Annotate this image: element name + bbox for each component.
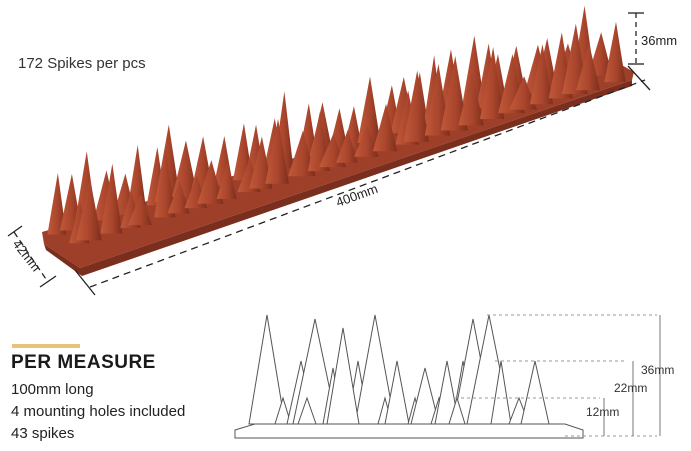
spike-cone [458, 72, 484, 126]
spike-cones [47, 5, 626, 244]
spike-cone [509, 76, 537, 110]
spike-cone [479, 46, 505, 120]
spike-cone [357, 76, 381, 144]
spec-length: 100mm long [11, 381, 94, 398]
spike-cone [576, 43, 600, 91]
length-dimension-line [89, 79, 646, 288]
spec-list: 100mm long 4 mounting holes included 43 … [11, 379, 185, 445]
spike-cone [604, 21, 626, 83]
spike-cone [100, 163, 123, 234]
spikes-per-pcs-label: 172 Spikes per pcs [18, 55, 146, 72]
spike-cone [372, 103, 398, 152]
spike-profile-diagram: 36mm 22mm 12mm [234, 314, 674, 439]
spike-cone [440, 55, 468, 131]
spike-cone [353, 125, 379, 157]
spike-cone [127, 194, 152, 225]
spike-cone [336, 129, 358, 163]
spec-mounting-holes: 4 mounting holes included [11, 403, 186, 420]
spike-cone [587, 32, 613, 76]
spike-cone [249, 136, 273, 189]
base-plate [234, 423, 584, 439]
spike-cone [529, 44, 554, 105]
spike-cone [172, 140, 198, 198]
width-dimension-line [13, 231, 49, 283]
spike-cone [403, 70, 429, 142]
profile-cone [520, 360, 550, 425]
width-label: 42mm [10, 237, 44, 275]
spike-cone [154, 148, 176, 218]
accent-bar [12, 344, 80, 348]
spike-cone [47, 173, 67, 235]
spike-cone [197, 160, 224, 204]
spec-spike-count: 43 spikes [11, 425, 75, 442]
profile-cones [248, 314, 550, 425]
per-measure-title: PER MEASURE [11, 352, 156, 373]
dim-36-label: 36mm [641, 363, 674, 377]
height-label: 36mm [641, 33, 677, 48]
spike-cone [167, 180, 190, 214]
spike-cone [265, 118, 289, 184]
dim-22-label: 22mm [614, 381, 647, 395]
spike-cone [288, 130, 316, 177]
dim-12-label: 12mm [586, 405, 619, 419]
spike-cone [216, 161, 237, 199]
spike-cone [76, 177, 102, 241]
spike-strip-image: 400mm 42mm 36mm [7, 5, 677, 296]
